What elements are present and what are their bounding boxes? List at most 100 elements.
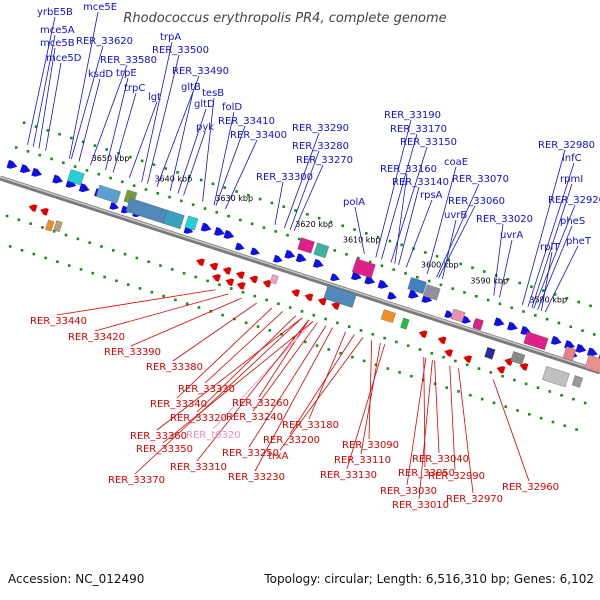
grid-dot [180, 199, 183, 203]
grid-dot [121, 180, 124, 184]
grid-dot [73, 165, 77, 168]
grid-dot [569, 325, 573, 329]
reverse-gene-shape [331, 302, 340, 310]
label-leader-line [176, 307, 273, 399]
forward-gene-shape [295, 253, 307, 263]
reverse-gene-shape [437, 336, 447, 345]
reverse-gene-shape [209, 262, 219, 271]
grid-dot [188, 174, 191, 178]
label-leader-line [449, 365, 456, 471]
grid-dot [553, 293, 557, 296]
gene-label-bottom: RER_33380 [146, 362, 203, 373]
gene-label-bottom: RER_33040 [412, 454, 469, 465]
label-leader-line [458, 368, 474, 494]
kbp-tick-label: 3590 kbp [470, 277, 508, 286]
forward-gene-shape [109, 201, 120, 210]
label-leader-line [156, 75, 200, 187]
label-leader-line [289, 150, 320, 230]
grid-dot [292, 336, 295, 340]
forward-gene [6, 159, 18, 169]
gene-label-top: RER_33020 [476, 214, 533, 225]
gene-block-shape [53, 220, 63, 233]
label-leader-line [112, 92, 137, 173]
label-leader-line [346, 344, 386, 470]
gene-label-bottom: RER_33250 [222, 448, 279, 459]
gene-label-top: RER_33190 [384, 110, 441, 121]
label-leader-line [105, 77, 129, 171]
gene-label-top: mce5E [83, 2, 117, 13]
gene-label-top: yrbE5B [37, 7, 73, 18]
grid-dot [203, 207, 207, 210]
gene-block [423, 284, 441, 301]
grid-dot [194, 275, 198, 279]
label-leader-line [27, 16, 56, 145]
gene-label-bottom: RER_33370 [108, 475, 165, 486]
accession-text: Accession: NC_012490 [8, 572, 145, 586]
reverse-gene [437, 336, 447, 345]
gene-block [571, 375, 583, 388]
gene-block [510, 351, 526, 365]
forward-gene-shape [213, 226, 225, 236]
kbp-tick-label: 3600 kbp [421, 261, 459, 270]
kbp-tick-label: 3650 kbp [92, 154, 130, 163]
grid-dot [439, 283, 443, 287]
forward-gene-shape [377, 279, 389, 289]
grid-dot [492, 401, 496, 405]
genome-stats-text: Topology: circular; Length: 6,516,310 bp… [264, 572, 594, 586]
grid-dot [50, 157, 53, 161]
grid-dot [93, 144, 97, 147]
grid-dot [85, 169, 89, 172]
label-leader-line [248, 325, 327, 448]
gene-block-shape [313, 242, 330, 259]
gene-block [484, 347, 496, 360]
grid-dot [191, 203, 195, 207]
grid-dot [353, 228, 356, 231]
reverse-gene [196, 258, 205, 267]
grid-dot [126, 283, 130, 286]
label-leader-line [293, 164, 324, 232]
grid-dot [132, 184, 136, 187]
grid-dot [471, 266, 474, 270]
grid-dot [262, 226, 266, 229]
grid-dot [528, 413, 531, 416]
grid-dot [29, 222, 32, 225]
forward-gene [52, 174, 63, 184]
gene-block-shape [571, 375, 583, 388]
label-leader-line [134, 317, 303, 475]
grid-dot [215, 211, 219, 214]
reverse-gene [28, 204, 38, 212]
gene-label-bottom: RER_32970 [446, 494, 503, 505]
label-leader-line [172, 302, 257, 362]
grid-dot [70, 136, 73, 140]
grid-dot [557, 321, 561, 325]
gene-label-top: coaE [444, 157, 468, 168]
reverse-gene [418, 330, 428, 339]
grid-dot [22, 121, 26, 125]
forward-gene [408, 289, 419, 299]
gene-block [162, 209, 185, 230]
grid-dot [368, 260, 372, 264]
grid-dot [463, 291, 466, 294]
gene-block-shape [297, 237, 315, 254]
gene-block-shape [323, 284, 357, 308]
grid-dot [135, 256, 139, 260]
forward-gene-shape [234, 242, 245, 251]
grid-dot [41, 226, 44, 229]
forward-gene [575, 343, 587, 353]
grid-dot [510, 306, 514, 310]
forward-gene [183, 225, 194, 234]
grid-dot [88, 241, 91, 245]
reverse-gene [463, 355, 473, 364]
forward-gene [330, 273, 340, 282]
forward-gene-shape [200, 222, 212, 232]
grid-dot [211, 182, 215, 186]
grid-dot [445, 386, 449, 389]
gene-label-top: RER_33410 [218, 116, 275, 127]
grid-dot [376, 235, 380, 239]
reverse-gene [249, 275, 259, 284]
forward-gene [364, 275, 376, 285]
grid-dot [218, 283, 221, 286]
grid-dot [433, 382, 437, 386]
reverse-gene [236, 271, 245, 280]
grid-dot [347, 325, 351, 328]
